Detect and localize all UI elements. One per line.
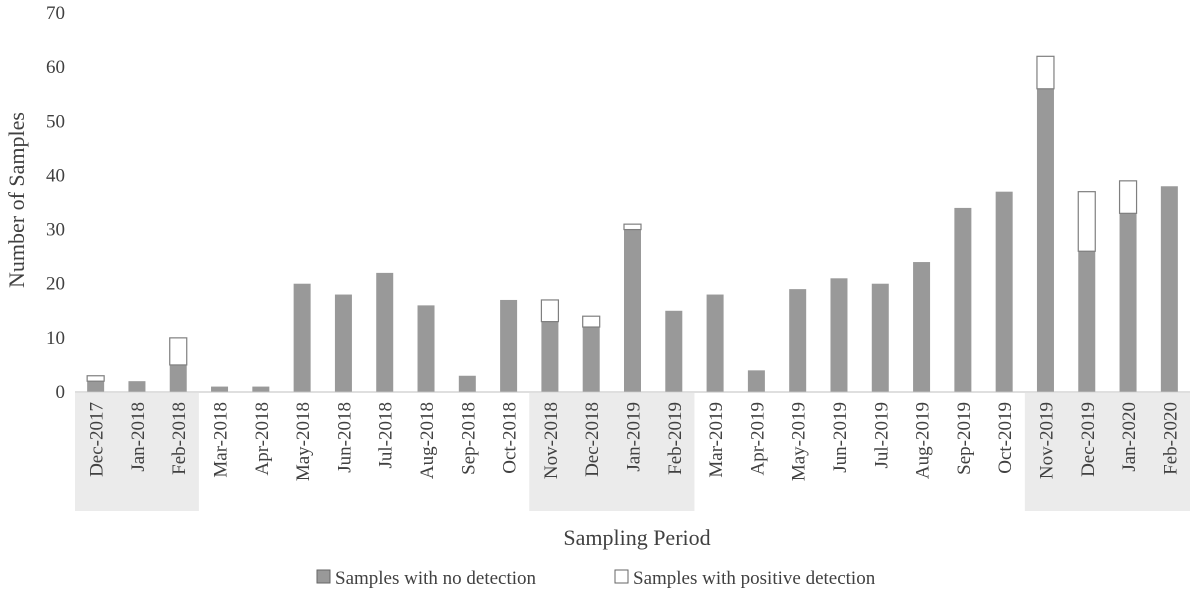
x-tick-label-Jan-2018: Jan-2018	[128, 402, 149, 472]
bar-no-detection-Dec-2017	[87, 381, 105, 392]
legend-swatch-no-detection	[316, 569, 331, 584]
bar-no-detection-Feb-2019	[665, 310, 683, 392]
legend: Samples with no detection Samples with p…	[316, 568, 876, 589]
bar-no-detection-May-2019	[789, 289, 807, 392]
x-tick-label-Feb-2018: Feb-2018	[169, 402, 190, 475]
bar-no-detection-Jul-2018	[376, 272, 394, 392]
bar-no-detection-Dec-2018	[582, 327, 600, 392]
bar-no-detection-Dec-2019	[1078, 251, 1096, 392]
x-tick-label-Apr-2018: Apr-2018	[252, 402, 273, 476]
y-tick-label-20: 20	[46, 274, 65, 295]
y-tick-label-70: 70	[46, 3, 65, 24]
bars	[86, 55, 1178, 393]
bar-no-detection-Mar-2019	[706, 294, 724, 392]
x-tick-label-Oct-2019: Oct-2019	[995, 402, 1016, 474]
x-tick-label-Dec-2018: Dec-2018	[582, 402, 603, 477]
shaded-period-2	[1024, 393, 1190, 511]
bar-no-detection-Oct-2019	[995, 191, 1013, 392]
y-tick-label-10: 10	[46, 328, 65, 349]
bar-positive-detection-Jan-2020	[1118, 180, 1138, 214]
x-tick-label-Dec-2019: Dec-2019	[1078, 402, 1099, 477]
shaded-period-0	[75, 393, 199, 511]
bar-positive-detection-Dec-2019	[1077, 191, 1096, 252]
legend-label-positive-detection: Samples with positive detection	[633, 568, 876, 589]
x-tick-label-Sep-2019: Sep-2019	[954, 402, 975, 475]
x-tick-label-Mar-2018: Mar-2018	[211, 402, 232, 478]
y-tick-label-50: 50	[46, 111, 65, 132]
x-tick-label-May-2018: May-2018	[293, 402, 314, 481]
bar-positive-detection-Jan-2019	[623, 223, 642, 231]
x-tick-label-Mar-2019: Mar-2019	[706, 402, 727, 478]
legend-swatch-positive-detection	[614, 569, 629, 584]
bar-no-detection-Mar-2018	[211, 386, 229, 392]
bar-no-detection-Jan-2019	[624, 229, 641, 392]
x-tick-label-Dec-2017: Dec-2017	[87, 402, 108, 477]
shaded-periods	[75, 393, 1190, 511]
bar-positive-detection-Nov-2018	[540, 299, 560, 323]
x-tick-label-Jun-2018: Jun-2018	[334, 402, 355, 473]
x-tick-label-Jan-2019: Jan-2019	[624, 402, 645, 472]
x-tick-label-Jul-2019: Jul-2019	[871, 402, 892, 469]
bar-no-detection-Feb-2020	[1160, 186, 1178, 392]
x-tick-label-Jul-2018: Jul-2018	[376, 402, 397, 469]
y-tick-label-30: 30	[46, 220, 65, 241]
x-tick-label-Nov-2018: Nov-2018	[541, 402, 562, 479]
x-tick-label-Feb-2020: Feb-2020	[1160, 402, 1181, 475]
x-tick-label-Jun-2019: Jun-2019	[830, 402, 851, 473]
y-tick-label-0: 0	[56, 382, 66, 403]
x-tick-label-Jan-2020: Jan-2020	[1119, 402, 1140, 472]
bar-no-detection-Feb-2018	[169, 364, 187, 392]
bar-no-detection-Jun-2019	[830, 278, 848, 392]
bar-no-detection-Nov-2018	[541, 321, 559, 392]
x-tick-label-Sep-2018: Sep-2018	[458, 402, 479, 475]
x-tick-label-Aug-2019: Aug-2019	[913, 402, 934, 479]
axes: 0 10 20 30 40 50 60 70 Dec-2017 Jan-2018 Feb-2018 M…	[46, 3, 1190, 481]
shaded-period-1	[529, 393, 695, 511]
y-tick-label-60: 60	[46, 57, 65, 78]
x-tick-label-May-2019: May-2019	[789, 402, 810, 481]
x-tick-label-Aug-2018: Aug-2018	[417, 402, 438, 479]
bar-no-detection-Jan-2018	[128, 381, 146, 392]
x-tick-label-Apr-2019: Apr-2019	[747, 402, 768, 476]
bar-no-detection-Sep-2018	[458, 375, 476, 392]
y-tick-label-40: 40	[46, 165, 65, 186]
bar-no-detection-Jan-2020	[1119, 213, 1137, 392]
x-axis-title: Sampling Period	[563, 525, 710, 550]
bar-no-detection-Apr-2018	[252, 386, 270, 392]
bar-positive-detection-Feb-2018	[169, 337, 188, 366]
x-tick-label-Oct-2018: Oct-2018	[500, 402, 521, 474]
x-tick-label-Nov-2019: Nov-2019	[1036, 402, 1057, 479]
bar-no-detection-May-2018	[293, 283, 311, 392]
bar-no-detection-Aug-2018	[417, 305, 435, 392]
y-axis-title: Number of Samples	[4, 112, 29, 288]
bar-no-detection-Apr-2019	[747, 370, 765, 392]
bar-positive-detection-Dec-2018	[582, 315, 601, 328]
bar-positive-detection-Dec-2017	[86, 375, 105, 382]
bar-no-detection-Aug-2019	[913, 262, 931, 392]
x-tick-label-Feb-2019: Feb-2019	[665, 402, 686, 475]
legend-label-no-detection: Samples with no detection	[335, 568, 537, 589]
bar-no-detection-Jul-2019	[871, 283, 889, 392]
bar-no-detection-Jun-2018	[334, 294, 352, 392]
bar-no-detection-Sep-2019	[954, 207, 972, 392]
bar-positive-detection-Nov-2019	[1036, 55, 1055, 90]
bar-no-detection-Oct-2018	[500, 299, 518, 392]
bar-no-detection-Nov-2019	[1036, 88, 1054, 393]
